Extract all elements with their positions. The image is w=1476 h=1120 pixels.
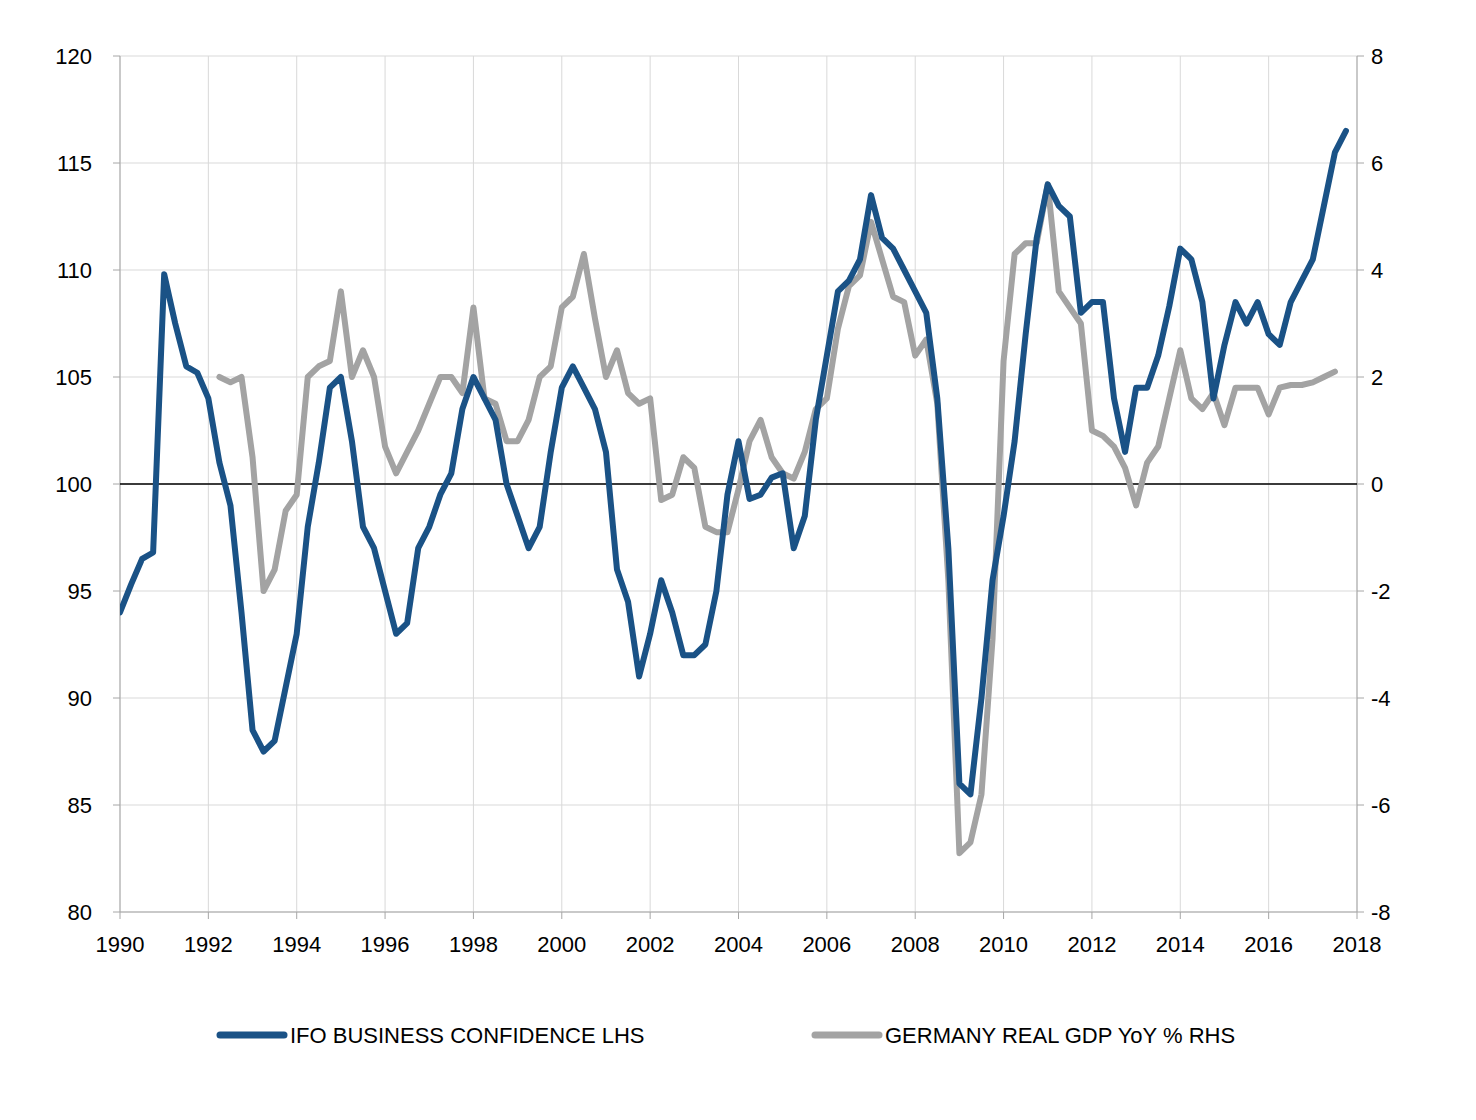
chart: 1990 1992 1994 1996 1998 2000 2002 2004 2006 2008…: [0, 0, 1476, 1120]
x-tick: [826, 912, 827, 919]
legend-label: GERMANY REAL GDP YoY % RHS: [885, 1023, 1235, 1048]
y2-tick-label: 6: [1371, 151, 1383, 176]
y2-tick: [1357, 698, 1364, 699]
x-tick: [1003, 912, 1004, 919]
legend-swatch: [220, 1032, 284, 1039]
x-tick: [1357, 912, 1358, 919]
y-tick: [113, 484, 120, 485]
y-grid-line: [120, 163, 1357, 164]
series-line: [219, 184, 1335, 853]
y-tick: [113, 163, 120, 164]
y2-tick-label: 0: [1371, 472, 1383, 497]
y-tick-label: 110: [57, 258, 92, 283]
y2-tick-label: -2: [1371, 579, 1391, 604]
y2-tick-label: 8: [1371, 44, 1383, 69]
x-tick-label: 1998: [449, 932, 498, 957]
y-tick-label: 80: [68, 900, 92, 925]
y2-tick: [1357, 270, 1364, 271]
y2-tick: [1357, 484, 1364, 485]
x-tick-label: 2004: [714, 932, 763, 957]
x-tick: [208, 912, 209, 919]
x-tick-label: 1990: [96, 932, 145, 957]
x-tick-label: 2016: [1244, 932, 1293, 957]
y-tick-label: 115: [57, 151, 92, 176]
y-tick: [113, 698, 120, 699]
y-grid-line: [120, 56, 1357, 57]
x-tick: [915, 912, 916, 919]
y-tick: [113, 912, 120, 913]
y2-tick: [1357, 805, 1364, 806]
x-tick: [385, 912, 386, 919]
y-tick-label: 95: [68, 579, 92, 604]
x-tick-label: 2014: [1156, 932, 1205, 957]
x-tick-label: 2018: [1333, 932, 1382, 957]
y2-tick-label: -6: [1371, 793, 1391, 818]
y-tick: [113, 591, 120, 592]
x-tick: [561, 912, 562, 919]
x-tick-label: 2010: [979, 932, 1028, 957]
x-tick-label: 2000: [537, 932, 586, 957]
y2-tick: [1357, 377, 1364, 378]
x-tick: [738, 912, 739, 919]
x-tick: [1180, 912, 1181, 919]
y-grid-line: [120, 805, 1357, 806]
y-tick: [113, 377, 120, 378]
grid: [120, 56, 1357, 912]
y-grid-line: [120, 591, 1357, 592]
y2-tick: [1357, 591, 1364, 592]
y-tick: [113, 56, 120, 57]
y-tick-label: 105: [55, 365, 92, 390]
y-tick-label: 90: [68, 686, 92, 711]
x-tick: [296, 912, 297, 919]
y-grid-line: [120, 270, 1357, 271]
x-tick: [1268, 912, 1269, 919]
y2-tick: [1357, 163, 1364, 164]
y2-tick: [1357, 912, 1364, 913]
series-group: [120, 131, 1346, 853]
y-tick: [113, 270, 120, 271]
y-grid-line: [120, 698, 1357, 699]
x-tick: [473, 912, 474, 919]
x-tick-label: 1994: [272, 932, 321, 957]
x-tick-label: 2006: [802, 932, 851, 957]
y-tick: [113, 805, 120, 806]
y-tick-label: 85: [68, 793, 92, 818]
series-line: [120, 131, 1346, 794]
legend: IFO BUSINESS CONFIDENCE LHS GERMANY REAL …: [220, 1023, 1235, 1048]
x-tick: [1091, 912, 1092, 919]
x-tick: [650, 912, 651, 919]
legend-label: IFO BUSINESS CONFIDENCE LHS: [290, 1023, 645, 1048]
x-tick: [120, 912, 121, 919]
x-tick-label: 2008: [891, 932, 940, 957]
x-tick-label: 2012: [1067, 932, 1116, 957]
legend-swatch: [815, 1032, 879, 1039]
y2-tick-label: -4: [1371, 686, 1391, 711]
y2-tick-label: -8: [1371, 900, 1391, 925]
x-tick-label: 1992: [184, 932, 233, 957]
x-tick-label: 2002: [626, 932, 675, 957]
x-tick-label: 1996: [361, 932, 410, 957]
y2-tick-label: 2: [1371, 365, 1383, 390]
y-tick-label: 100: [55, 472, 92, 497]
y-tick-label: 120: [55, 44, 92, 69]
y2-tick-label: 4: [1371, 258, 1383, 283]
y2-tick: [1357, 56, 1364, 57]
